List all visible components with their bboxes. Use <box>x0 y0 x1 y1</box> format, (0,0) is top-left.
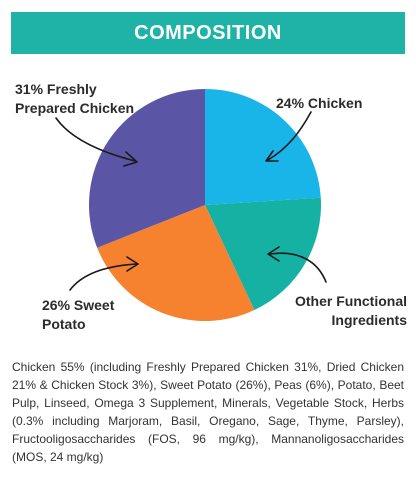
pie-slice-3 <box>89 89 205 248</box>
pie-slice-0 <box>205 89 321 205</box>
header-title: COMPOSITION <box>134 21 282 44</box>
label-freshly-prepared-chicken: 31% Freshly Prepared Chicken <box>15 81 135 116</box>
pie-slice-2 <box>97 205 255 321</box>
arrowhead-chicken <box>265 150 279 162</box>
label-chicken: 24% Chicken <box>276 95 363 111</box>
ingredients-description: Chicken 55% (including Freshly Prepared … <box>12 360 404 464</box>
arrowhead-other <box>267 246 280 262</box>
arrow-sweet <box>69 263 137 291</box>
composition-header: COMPOSITION <box>11 12 405 54</box>
arrowhead-sweet <box>126 256 139 272</box>
arrowhead-fresh <box>123 151 138 167</box>
arrow-fresh <box>55 117 136 162</box>
label-sweet-potato: 26% Sweet Potato <box>42 297 115 332</box>
composition-pie-chart <box>55 89 327 321</box>
pie-slice-1 <box>205 197 321 310</box>
arrow-other <box>269 252 327 283</box>
label-other-functional-ingredients: Other Functional Ingredients <box>295 293 407 328</box>
arrow-chicken <box>267 111 312 161</box>
